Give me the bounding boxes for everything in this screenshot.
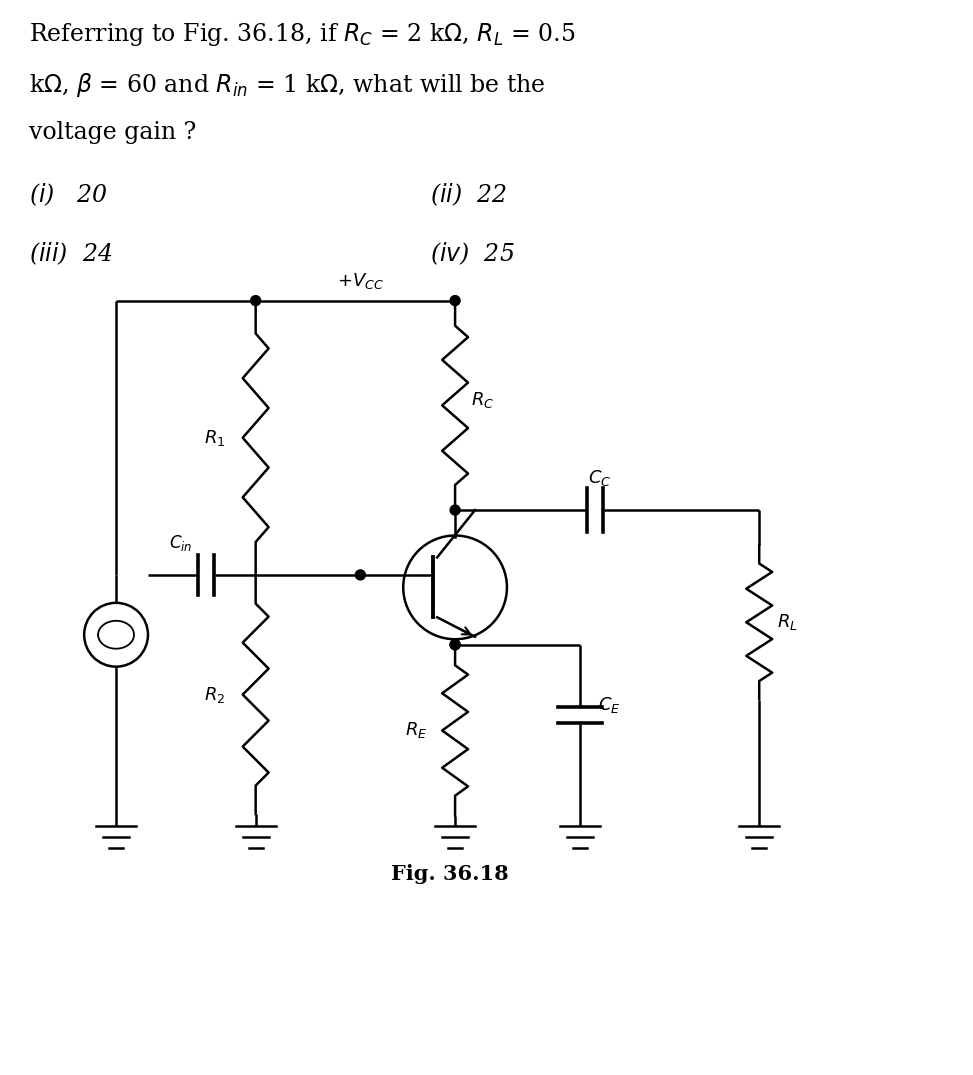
Text: ($i$)   20: ($i$) 20 <box>29 181 108 207</box>
Circle shape <box>450 505 460 515</box>
Text: $C_E$: $C_E$ <box>597 694 620 715</box>
Text: Fig. 36.18: Fig. 36.18 <box>391 864 509 884</box>
Text: voltage gain ?: voltage gain ? <box>29 121 197 144</box>
Text: $+V_{CC}$: $+V_{CC}$ <box>337 271 383 290</box>
Text: ($iii$)  24: ($iii$) 24 <box>29 241 113 268</box>
Text: $C_{in}$: $C_{in}$ <box>169 533 193 553</box>
Circle shape <box>450 296 460 305</box>
Circle shape <box>450 640 460 649</box>
Text: ($ii$)  22: ($ii$) 22 <box>430 181 508 207</box>
Text: $R_L$: $R_L$ <box>777 613 798 632</box>
Text: $R_C$: $R_C$ <box>471 390 494 411</box>
Text: k$\Omega$, $\beta$ = 60 and $R_{in}$ = 1 k$\Omega$, what will be the: k$\Omega$, $\beta$ = 60 and $R_{in}$ = 1… <box>29 71 546 99</box>
Text: $C_C$: $C_C$ <box>588 468 611 488</box>
Circle shape <box>450 640 460 649</box>
Text: $R_E$: $R_E$ <box>405 720 428 741</box>
Text: $R_2$: $R_2$ <box>203 685 225 704</box>
Text: ($iv$)  25: ($iv$) 25 <box>430 241 515 268</box>
Text: $R_1$: $R_1$ <box>203 428 225 448</box>
Circle shape <box>355 570 365 579</box>
Text: Referring to Fig. 36.18, if $R_C$ = 2 k$\Omega$, $R_L$ = 0.5: Referring to Fig. 36.18, if $R_C$ = 2 k$… <box>29 22 576 48</box>
Circle shape <box>251 296 261 305</box>
